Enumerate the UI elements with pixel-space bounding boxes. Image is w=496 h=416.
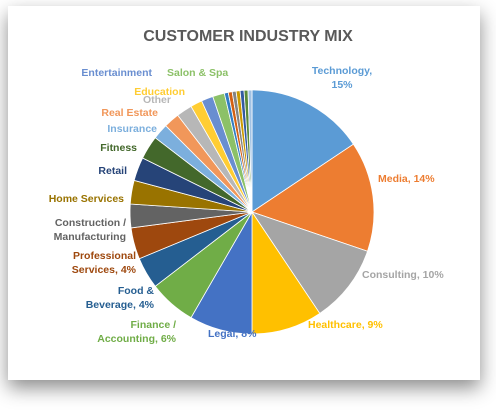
slice-label: Legal, 8% xyxy=(208,328,257,340)
slice-label: Salon & Spa xyxy=(167,67,229,79)
slice-label: Education xyxy=(134,86,185,98)
slice-label: Technology, 15% xyxy=(311,65,373,91)
slice-label: Food & Beverage, 4% xyxy=(85,285,154,311)
slice-label: Media, 14% xyxy=(378,173,435,185)
slice-label: Insurance xyxy=(107,123,157,135)
slice-label: Other xyxy=(142,94,171,106)
slice-label: Home Services xyxy=(48,193,124,205)
chart-title: CUSTOMER INDUSTRY MIX xyxy=(143,28,353,45)
pie-slice xyxy=(247,89,253,213)
pie-slice xyxy=(251,89,354,213)
slice-label: Professional Services, 4% xyxy=(71,250,136,276)
slice-label: Real Estate xyxy=(101,107,158,119)
slice-label: Finance / Accounting, 6% xyxy=(97,319,176,345)
slice-label: Entertainment xyxy=(81,67,152,79)
pie-slice xyxy=(251,143,375,252)
pie-slice xyxy=(251,211,369,314)
slice-label: Fitness xyxy=(100,142,137,154)
slice-label: Construction / Manufacturing xyxy=(53,217,126,243)
slice-label: Retail xyxy=(98,165,127,177)
slice-label: Healthcare, 9% xyxy=(308,319,383,331)
slice-label: Consulting, 10% xyxy=(362,269,444,281)
